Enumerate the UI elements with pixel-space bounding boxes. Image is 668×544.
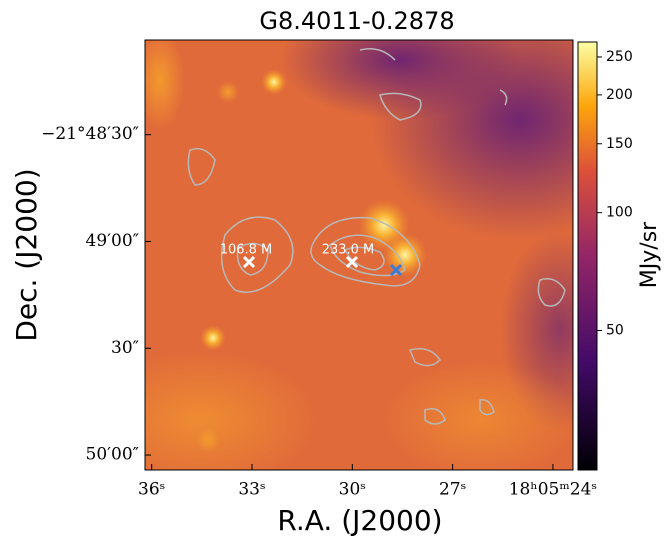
x-tick-label: 36ˢ	[138, 480, 165, 500]
x-axis-label: R.A. (J2000)	[277, 504, 442, 537]
y-tick-label: 50′00″	[86, 445, 139, 465]
plot-frame	[144, 39, 574, 471]
annotation: 233.0 M	[322, 243, 375, 258]
image: 106.8 M 233.0 M	[145, 40, 573, 470]
colorbar-label: MJy/sr	[637, 221, 662, 288]
y-tick-label: 30″	[111, 338, 139, 358]
x-tick-label: 30ˢ	[339, 480, 366, 500]
colorbar-tick-label: 100	[606, 205, 633, 221]
colorbar-tick-label: 50	[606, 322, 624, 338]
x-tick-label: 18ʰ05ᵐ24ˢ	[509, 480, 597, 500]
x-tick-label: 33ˢ	[238, 480, 265, 500]
colorbar-tick-label: 200	[606, 87, 633, 103]
colorbar	[577, 41, 598, 471]
y-tick-label: −21°48′30″	[41, 124, 139, 144]
y-axis-label: Dec. (J2000)	[10, 168, 43, 341]
colorbar-tick-label: 150	[606, 136, 633, 152]
y-tick-label: 49′00″	[86, 231, 139, 251]
colorbar-tick-label: 250	[606, 49, 633, 65]
annotation: 106.8 M	[220, 243, 273, 258]
chart-title: G8.4011-0.2878	[259, 7, 454, 35]
x-tick-label: 27ˢ	[439, 480, 466, 500]
